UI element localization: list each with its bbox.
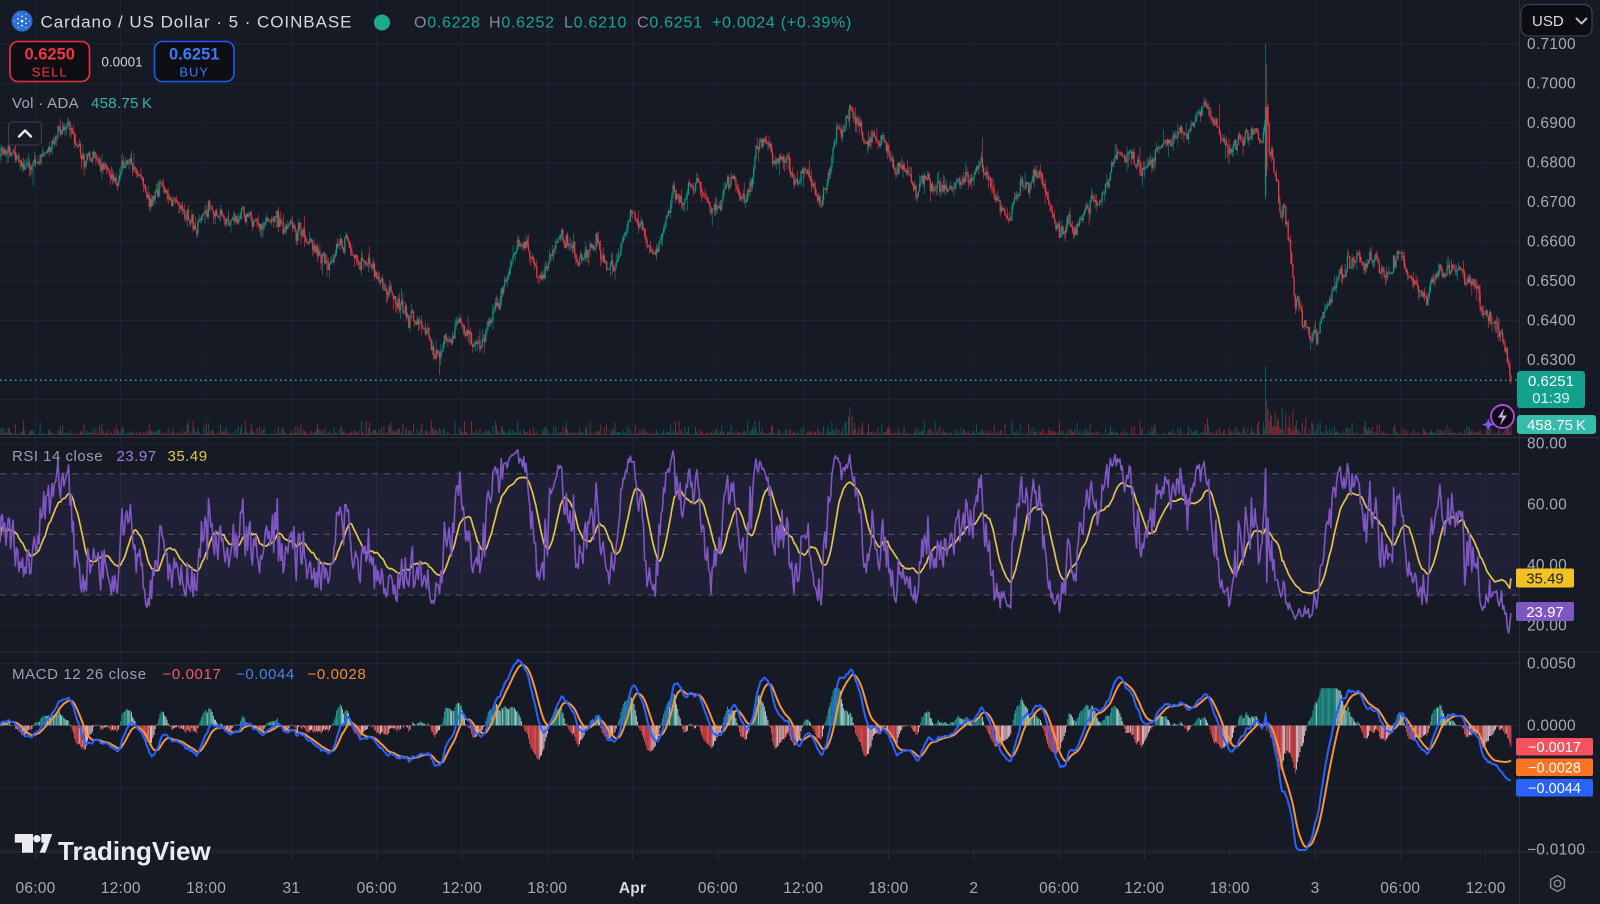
svg-text:L0.6210: L0.6210: [564, 15, 627, 32]
svg-text:H0.6252: H0.6252: [489, 15, 555, 32]
svg-text:458.75 K: 458.75 K: [1527, 417, 1586, 434]
svg-text:0.0001: 0.0001: [101, 55, 142, 70]
svg-text:18:00: 18:00: [527, 880, 567, 897]
svg-text:−0.0017: −0.0017: [163, 666, 222, 683]
svg-text:60.00: 60.00: [1527, 496, 1567, 513]
svg-text:12:00: 12:00: [101, 880, 141, 897]
svg-text:0.6300: 0.6300: [1527, 352, 1576, 369]
svg-text:3: 3: [1311, 880, 1320, 897]
svg-text:MACD 12 26 close: MACD 12 26 close: [12, 666, 147, 683]
svg-text:0.6400: 0.6400: [1527, 313, 1576, 330]
svg-text:0.6500: 0.6500: [1527, 273, 1576, 290]
svg-text:BUY: BUY: [179, 65, 209, 80]
svg-text:Vol · ADA: Vol · ADA: [12, 95, 79, 112]
svg-text:06:00: 06:00: [1039, 880, 1079, 897]
svg-text:0.7000: 0.7000: [1527, 76, 1576, 93]
svg-text:−0.0100: −0.0100: [1527, 842, 1585, 859]
svg-text:0.6251: 0.6251: [1528, 373, 1574, 390]
svg-text:0.6600: 0.6600: [1527, 234, 1576, 251]
svg-text:0.0000: 0.0000: [1527, 718, 1576, 735]
svg-text:18:00: 18:00: [186, 880, 226, 897]
svg-text:20.00: 20.00: [1527, 618, 1567, 635]
svg-text:12:00: 12:00: [783, 880, 823, 897]
svg-text:−0.0028: −0.0028: [1528, 760, 1581, 776]
svg-text:0.6900: 0.6900: [1527, 115, 1576, 132]
svg-text:2: 2: [969, 880, 978, 897]
svg-text:TradingView: TradingView: [58, 836, 211, 866]
svg-text:458.75 K: 458.75 K: [91, 95, 152, 112]
svg-text:Cardano / US Dollar · 5 · COIN: Cardano / US Dollar · 5 · COINBASE: [41, 13, 353, 32]
svg-text:06:00: 06:00: [357, 880, 397, 897]
svg-text:01:39: 01:39: [1532, 390, 1570, 407]
svg-text:0.6800: 0.6800: [1527, 155, 1576, 172]
svg-text:06:00: 06:00: [15, 880, 55, 897]
svg-text:06:00: 06:00: [698, 880, 738, 897]
svg-text:0.6250: 0.6250: [24, 46, 74, 64]
svg-text:35.49: 35.49: [1526, 570, 1564, 587]
svg-text:35.49: 35.49: [168, 448, 208, 465]
svg-text:USD: USD: [1532, 13, 1564, 30]
svg-text:RSI 14 close: RSI 14 close: [12, 448, 103, 465]
svg-text:C0.6251: C0.6251: [637, 15, 703, 32]
svg-text:O0.6228: O0.6228: [414, 15, 481, 32]
svg-text:−0.0028: −0.0028: [308, 666, 367, 683]
svg-text:80.00: 80.00: [1527, 436, 1567, 453]
svg-text:12:00: 12:00: [1466, 880, 1506, 897]
svg-text:Apr: Apr: [619, 880, 646, 897]
svg-text:0.6700: 0.6700: [1527, 194, 1576, 211]
svg-text:18:00: 18:00: [1210, 880, 1250, 897]
svg-text:12:00: 12:00: [442, 880, 482, 897]
svg-text:SELL: SELL: [32, 65, 68, 80]
svg-text:−0.0044: −0.0044: [236, 666, 295, 683]
svg-text:0.7100: 0.7100: [1527, 36, 1576, 53]
svg-text:12:00: 12:00: [1124, 880, 1164, 897]
svg-text:−0.0044: −0.0044: [1528, 781, 1581, 797]
svg-text:06:00: 06:00: [1380, 880, 1420, 897]
svg-text:−0.0017: −0.0017: [1528, 740, 1581, 756]
svg-text:+0.0024 (+0.39%): +0.0024 (+0.39%): [712, 15, 852, 32]
svg-text:31: 31: [283, 880, 301, 897]
svg-text:18:00: 18:00: [868, 880, 908, 897]
svg-text:23.97: 23.97: [117, 448, 157, 465]
svg-text:0.0050: 0.0050: [1527, 656, 1576, 673]
svg-text:23.97: 23.97: [1526, 604, 1564, 621]
svg-text:0.6251: 0.6251: [169, 46, 219, 64]
